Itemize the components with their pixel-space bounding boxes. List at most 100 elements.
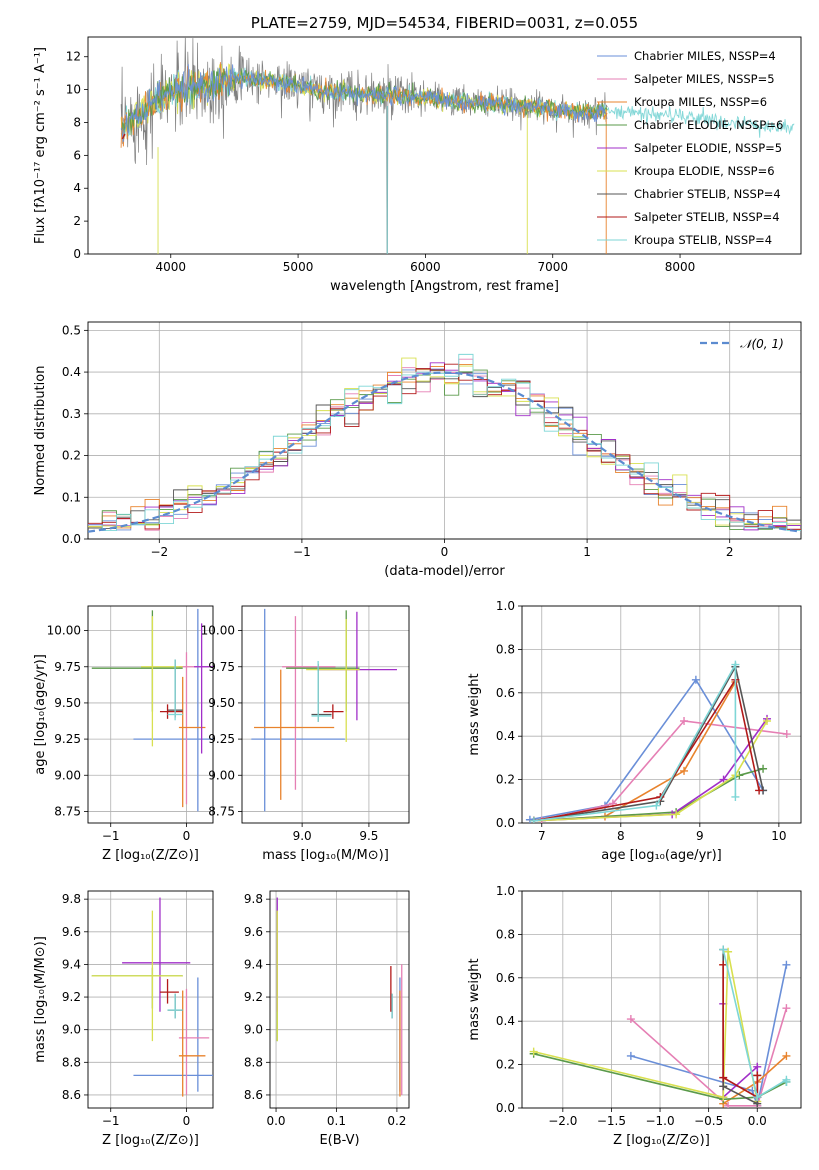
x-tick-label: −1 bbox=[293, 545, 311, 559]
x-tick-label: 1 bbox=[583, 545, 591, 559]
weight-point-marker bbox=[753, 1071, 762, 1080]
axes-frame bbox=[521, 605, 802, 824]
weight-point-marker bbox=[782, 1004, 791, 1013]
weight-point-marker bbox=[763, 717, 772, 726]
weight-point-marker bbox=[672, 810, 681, 819]
y-tick-label: 9.6 bbox=[244, 925, 263, 939]
x-tick-label: 9 bbox=[696, 829, 704, 843]
axes-frame bbox=[521, 890, 802, 1109]
y-tick-label: 8.8 bbox=[244, 1055, 263, 1069]
weight-series-line bbox=[529, 678, 764, 821]
y-tick-label: 9.4 bbox=[62, 957, 81, 971]
weight-point-marker bbox=[529, 1047, 538, 1056]
y-tick-label: 4 bbox=[73, 181, 81, 195]
y-tick-label: 9.50 bbox=[54, 696, 81, 710]
axes-frame bbox=[241, 605, 410, 824]
scatter-plot-area bbox=[276, 897, 403, 1097]
legend-label: Chabrier STELIB, NSSP=4 bbox=[634, 187, 781, 201]
x-axis-label: E(B-V) bbox=[319, 1133, 359, 1148]
x-tick-label: 0 bbox=[441, 545, 449, 559]
axes-frame bbox=[87, 605, 214, 824]
y-tick-label: 8 bbox=[73, 115, 81, 129]
axes-frame bbox=[87, 890, 214, 1109]
weight-series-line bbox=[533, 661, 737, 822]
y-tick-label: 1.0 bbox=[496, 599, 515, 613]
y-tick-label: 0.5 bbox=[62, 323, 81, 337]
x-tick-label: 8 bbox=[617, 829, 625, 843]
y-tick-label: 9.4 bbox=[244, 957, 263, 971]
weight-point-marker bbox=[782, 960, 791, 969]
y-tick-label: 0.6 bbox=[496, 971, 515, 985]
y-tick-label: 6 bbox=[73, 148, 81, 162]
weight-point-marker bbox=[759, 764, 768, 773]
y-axis-label: mass weight bbox=[467, 958, 482, 1040]
x-tick-label: 0.0 bbox=[266, 1114, 285, 1128]
weight-series-line bbox=[533, 1053, 787, 1101]
y-tick-label: 2 bbox=[73, 214, 81, 228]
weight-series-line bbox=[533, 720, 768, 822]
legend-label: Kroupa STELIB, NSSP=4 bbox=[634, 233, 772, 247]
panel-weight_vs_age: 7 8 9 10 0.0 0.2 0.4 0.6 0.8 1.0 age [log₁₀(age/yr… bbox=[467, 599, 802, 863]
weight-point-marker bbox=[731, 792, 740, 801]
x-tick-label: 9.5 bbox=[359, 829, 378, 843]
spectrum-model-line bbox=[120, 64, 608, 142]
y-tick-label: 0.2 bbox=[496, 773, 515, 787]
y-tick-label: 9.6 bbox=[62, 925, 81, 939]
panel-age_vs_Z: −1 0 8.75 9.00 9.25 9.50 9.75 10.00 Z [log₁₀(Z/Z… bbox=[33, 605, 214, 863]
spectrum-plot-area bbox=[120, 37, 795, 254]
x-tick-label: 0.0 bbox=[748, 1114, 767, 1128]
normal-distribution-curve bbox=[88, 371, 801, 533]
weight-point-marker bbox=[724, 1101, 733, 1108]
scatter-plot-area bbox=[91, 897, 213, 1097]
x-tick-label: 4000 bbox=[155, 260, 186, 274]
panel-residuals: −2 −1 0 1 2 0.0 0.1 0.2 0.3 0.4 0.5 (data-model)/er… bbox=[33, 321, 802, 579]
y-tick-label: 8.75 bbox=[54, 804, 81, 818]
y-tick-label: 10.00 bbox=[47, 624, 81, 638]
y-axis-label: age [log₁₀(age/yr)] bbox=[33, 654, 48, 775]
x-axis-label: mass [log₁₀(M/M⊙)] bbox=[262, 848, 389, 863]
x-tick-label: 6000 bbox=[410, 260, 441, 274]
panel-mass_vs_EBV: 0.0 0.1 0.2 8.6 8.8 9.0 9.2 9.4 9.6 9.8 E(B-V) bbox=[244, 890, 410, 1148]
x-tick-label: −1 bbox=[102, 1114, 120, 1128]
y-tick-label: 8.8 bbox=[62, 1055, 81, 1069]
panel-mass_vs_Z: −1 0 8.6 8.8 9.0 9.2 9.4 9.6 9.8 Z [log₁₀(Z/Z⊙)] m… bbox=[33, 890, 214, 1148]
x-axis-label: Z [log₁₀(Z/Z⊙)] bbox=[102, 1133, 199, 1148]
spectrum-model-line bbox=[121, 133, 126, 140]
weight-series-line bbox=[533, 677, 760, 822]
y-tick-label: 8.6 bbox=[244, 1088, 263, 1102]
y-axis-label: mass weight bbox=[467, 673, 482, 755]
panel-age_vs_mass: 9.0 9.5 8.75 9.00 9.25 9.50 9.75 10.00 mass [log… bbox=[201, 605, 410, 863]
panel-spectrum: PLATE=2759, MJD=54534, FIBERID=0031, z=0… bbox=[33, 14, 802, 294]
x-tick-label: −1.0 bbox=[645, 1114, 674, 1128]
y-tick-label: 0.2 bbox=[62, 449, 81, 463]
y-tick-label: 9.75 bbox=[208, 660, 235, 674]
weight-point-marker bbox=[755, 786, 764, 795]
y-tick-label: 9.75 bbox=[54, 660, 81, 674]
weight-point-marker bbox=[525, 815, 534, 823]
x-tick-label: −2.0 bbox=[548, 1114, 577, 1128]
weight-point-marker bbox=[680, 766, 689, 775]
x-axis-label: wavelength [Angstrom, rest frame] bbox=[330, 279, 559, 294]
x-tick-label: −0.5 bbox=[694, 1114, 723, 1128]
weight-point-marker bbox=[782, 1051, 791, 1060]
x-tick-label: 0 bbox=[183, 1114, 191, 1128]
y-tick-label: 10 bbox=[66, 83, 81, 97]
y-tick-label: 0.8 bbox=[496, 927, 515, 941]
x-tick-label: −2 bbox=[150, 545, 168, 559]
weight-point-marker bbox=[652, 801, 661, 810]
legend-label: Salpeter MILES, NSSP=5 bbox=[634, 72, 775, 86]
weight-point-marker bbox=[719, 1073, 728, 1082]
legend-label: Kroupa ELODIE, NSSP=6 bbox=[634, 164, 775, 178]
x-tick-label: 8000 bbox=[665, 260, 696, 274]
x-tick-label: 7 bbox=[538, 829, 546, 843]
weight-point-marker bbox=[724, 947, 733, 956]
x-tick-label: 7000 bbox=[537, 260, 568, 274]
y-tick-label: 0.3 bbox=[62, 407, 81, 421]
y-tick-label: 8.75 bbox=[208, 804, 235, 818]
weight-point-marker bbox=[680, 717, 689, 726]
legend-label: Kroupa MILES, NSSP=6 bbox=[634, 95, 767, 109]
legend-label: Chabrier MILES, NSSP=4 bbox=[634, 49, 776, 63]
y-tick-label: 9.00 bbox=[54, 768, 81, 782]
weight-series-line bbox=[533, 951, 759, 1102]
weight-series-line bbox=[533, 664, 764, 822]
